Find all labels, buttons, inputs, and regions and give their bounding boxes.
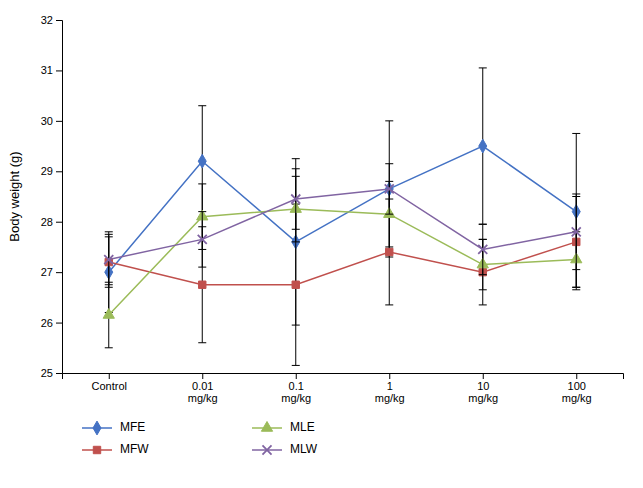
- x-tick-label-line: 1: [387, 380, 393, 392]
- y-tick-mark: [56, 222, 62, 223]
- x-tick-label: 1mg/kg: [375, 380, 405, 405]
- y-axis-title: Body weight (g): [7, 151, 22, 241]
- y-tick-mark: [56, 373, 62, 374]
- x-tick-label: 0.01mg/kg: [188, 380, 218, 405]
- x-tick: Control: [92, 373, 127, 392]
- y-tick: 25: [41, 367, 62, 379]
- legend-swatch-marker: [93, 421, 101, 435]
- y-tick: 32: [41, 14, 62, 26]
- legend-label: MLW: [290, 442, 318, 456]
- y-tick-label: 31: [41, 64, 53, 76]
- marker: [198, 235, 207, 244]
- x-tick-label: 10mg/kg: [468, 380, 498, 405]
- error-bar: [479, 68, 487, 224]
- marker: [104, 255, 113, 264]
- x-tick-label-line: mg/kg: [281, 392, 311, 404]
- x-tick-label-line: Control: [92, 380, 127, 392]
- series-line: [109, 146, 577, 272]
- x-tick-mark: [109, 373, 110, 379]
- marker: [103, 309, 114, 319]
- y-tick-mark: [56, 272, 62, 273]
- x-tick-label-line: 10: [477, 380, 489, 392]
- legend-swatch-marker: [261, 421, 272, 431]
- x-tick-label: 0.1mg/kg: [281, 380, 311, 405]
- x-tick-label-line: mg/kg: [188, 392, 218, 404]
- marker: [198, 154, 206, 168]
- legend-swatch-marker: [93, 446, 100, 453]
- marker: [385, 184, 394, 193]
- y-tick-label: 32: [41, 14, 53, 26]
- x-tick: 0.01mg/kg: [188, 373, 218, 404]
- legend-item: MLE: [252, 420, 315, 434]
- x-tick: 1mg/kg: [375, 373, 405, 404]
- x-tick-label-line: 0.01: [192, 380, 213, 392]
- marker: [292, 281, 299, 288]
- legend-label: MFW: [120, 442, 149, 456]
- legend-label: MLE: [290, 420, 315, 434]
- y-tick-label: 29: [41, 165, 53, 177]
- series: [105, 68, 581, 325]
- y-tick: 31: [41, 64, 62, 76]
- x-tick-label-line: mg/kg: [375, 392, 405, 404]
- y-tick: 30: [41, 115, 62, 127]
- x-tick-label-line: mg/kg: [468, 392, 498, 404]
- x-tick-label: Control: [92, 380, 127, 392]
- marker: [291, 195, 300, 204]
- y-tick-mark: [56, 20, 62, 21]
- x-tick-label-line: mg/kg: [562, 392, 592, 404]
- y-tick-mark: [56, 323, 62, 324]
- x-tick-mark: [576, 373, 577, 379]
- marks: [103, 68, 582, 366]
- legend-item: MFE: [82, 420, 145, 435]
- series-line: [109, 189, 577, 260]
- y-tick: 27: [41, 266, 62, 278]
- plot-area: 2526272829303132Control0.01mg/kg0.1mg/kg…: [41, 14, 624, 404]
- error-bar: [572, 133, 580, 289]
- legend-swatch-marker: [262, 445, 271, 454]
- y-tick-label: 28: [41, 216, 53, 228]
- y-tick: 26: [41, 317, 62, 329]
- x-tick-mark: [296, 373, 297, 379]
- y-tick-label: 26: [41, 317, 53, 329]
- x-tick: 100mg/kg: [562, 373, 592, 404]
- y-tick: 29: [41, 165, 62, 177]
- y-tick-mark: [56, 121, 62, 122]
- x-tick-mark: [389, 373, 390, 379]
- x-tick-label-line: 0.1: [289, 380, 304, 392]
- chart-container: 2526272829303132Control0.01mg/kg0.1mg/kg…: [0, 0, 643, 488]
- x-tick: 0.1mg/kg: [281, 373, 311, 404]
- series: [104, 164, 581, 285]
- x-axis-line: [63, 374, 624, 380]
- y-tick: 28: [41, 216, 62, 228]
- legend-item: MLW: [252, 442, 318, 456]
- legend-item: MFW: [82, 442, 149, 456]
- y-tick-label: 30: [41, 115, 53, 127]
- y-tick-label: 27: [41, 266, 53, 278]
- x-tick: 10mg/kg: [468, 373, 498, 404]
- x-tick-mark: [202, 373, 203, 379]
- y-tick-label: 25: [41, 367, 53, 379]
- legend-label: MFE: [120, 420, 145, 434]
- chart-svg: 2526272829303132Control0.01mg/kg0.1mg/kg…: [0, 0, 643, 488]
- y-tick-mark: [56, 171, 62, 172]
- marker: [386, 248, 393, 255]
- marker: [478, 245, 487, 254]
- x-tick-mark: [483, 373, 484, 379]
- marker: [572, 227, 581, 236]
- marker: [479, 139, 487, 153]
- series: [103, 176, 582, 347]
- marker: [199, 281, 206, 288]
- series-line: [109, 209, 577, 315]
- y-axis-line: [56, 21, 63, 374]
- x-tick-label: 100mg/kg: [562, 380, 592, 405]
- y-tick-mark: [56, 70, 62, 71]
- legend: MFE MFW MLE MLW: [82, 420, 318, 456]
- x-tick-label-line: 100: [568, 380, 586, 392]
- series: [105, 197, 581, 366]
- y-axis: 25 26 27 28 29 30 31 32: [41, 14, 63, 379]
- x-axis: Control0.01mg/kg0.1mg/kg1mg/kg10mg/kg100…: [63, 373, 624, 404]
